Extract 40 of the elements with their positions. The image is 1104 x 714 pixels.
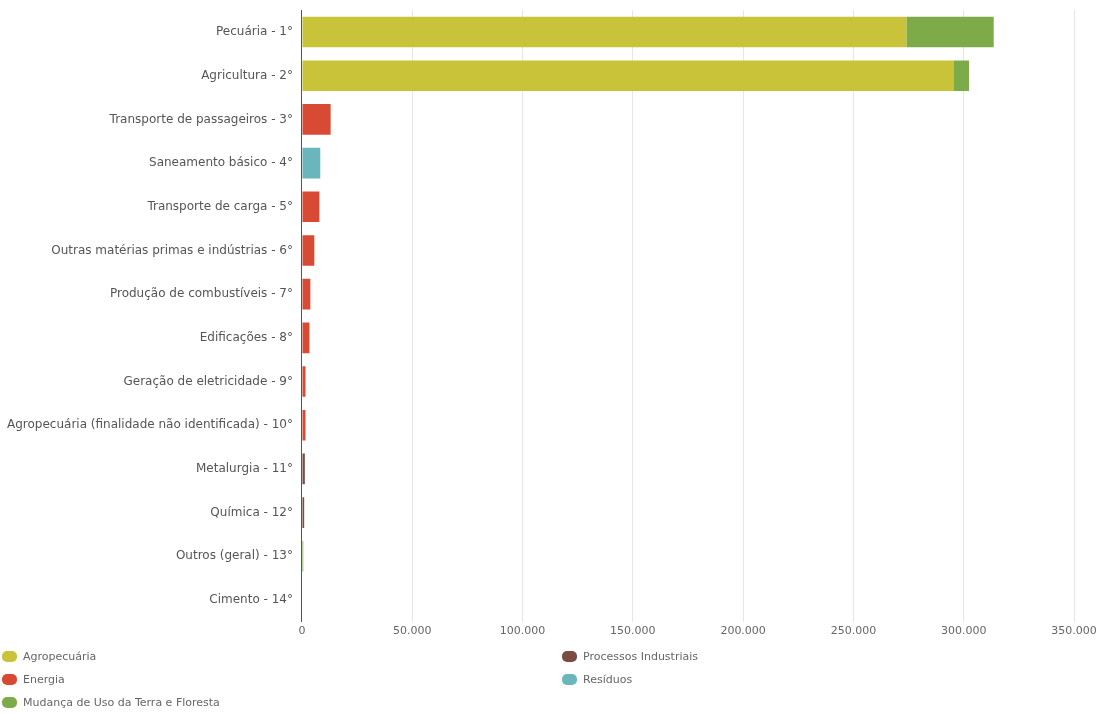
bar: [302, 322, 310, 354]
bar: [302, 366, 306, 397]
legend-label: Mudança de Uso da Terra e Floresta: [23, 696, 220, 709]
y-tick-label: Transporte de passageiros - 3°: [108, 111, 293, 126]
bar: [302, 16, 907, 48]
legend-label: Energia: [23, 673, 65, 686]
y-tick-label: Outros (geral) - 13°: [175, 548, 293, 563]
bar: [302, 191, 320, 223]
y-tick-label: Outras matérias primas e indústrias - 6°: [51, 242, 293, 257]
legend-label: Resíduos: [583, 673, 633, 686]
bar: [954, 60, 969, 92]
y-tick-label: Produção de combustíveis - 7°: [109, 286, 293, 301]
bar: [302, 147, 321, 179]
y-tick-label: Agricultura - 2°: [201, 67, 293, 82]
x-tick-label: 300.000: [940, 624, 987, 638]
y-tick-label: Transporte de carga - 5°: [146, 198, 293, 213]
x-tick-label: 100.000: [499, 624, 546, 638]
bar: [906, 16, 994, 48]
y-tick-label: Agropecuária (finalidade não identificada) - 10°: [7, 417, 293, 432]
bar: [302, 235, 315, 266]
y-tick-label: Cimento - 14°: [209, 592, 293, 607]
x-tick-label: 0: [298, 624, 306, 638]
y-tick-label: Saneamento básico - 4°: [149, 155, 293, 170]
x-tick-label: 350.000: [1051, 624, 1097, 638]
x-tick-label: 250.000: [830, 624, 877, 638]
bar: [302, 104, 331, 135]
x-tick-label: 200.000: [720, 624, 766, 638]
x-tick-label: 50.000: [393, 624, 432, 638]
y-tick-label: Geração de eletricidade - 9°: [123, 373, 293, 388]
legend-label: Agropecuária: [23, 650, 97, 663]
bar: [302, 409, 306, 441]
bar: [302, 278, 311, 310]
bar: [302, 453, 305, 485]
y-tick-label: Edificações - 8°: [199, 329, 293, 344]
y-tick-label: Química - 12°: [210, 504, 293, 519]
x-tick-label: 150.000: [610, 624, 656, 638]
bar: [302, 60, 954, 92]
legend-label: Processos Industriais: [583, 650, 699, 663]
y-tick-label: Pecuária - 1°: [216, 24, 293, 39]
y-tick-label: Metalurgia - 11°: [195, 461, 293, 476]
